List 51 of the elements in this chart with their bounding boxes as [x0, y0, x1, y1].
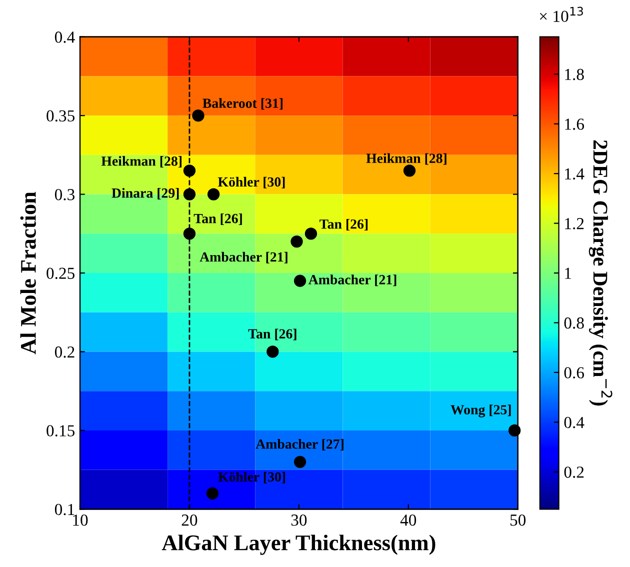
- x-tick-label: 20: [182, 514, 198, 526]
- annotation: Tan [26]: [248, 328, 296, 340]
- annotation: Ambacher [21]: [308, 274, 396, 286]
- point: [294, 274, 306, 287]
- annotation: Köhler [30]: [218, 176, 285, 188]
- color-bar-label: 1: [565, 268, 572, 279]
- point: [206, 487, 219, 500]
- point: [207, 188, 220, 200]
- point: [183, 188, 196, 200]
- point: [304, 228, 318, 240]
- point: [403, 164, 416, 177]
- x-axis-title: AlGaN Layer Thickness(nm): [162, 534, 436, 555]
- annotation: Heikman [28]: [101, 156, 182, 168]
- point: [290, 235, 303, 248]
- y-tick-label: 0.15: [46, 425, 74, 436]
- color-bar-label: 0.6: [564, 367, 584, 378]
- annotation: Ambacher [27]: [256, 438, 344, 450]
- point: [508, 424, 521, 437]
- color-bar-label: 1.8: [565, 68, 584, 80]
- y-tick-label: 0.4: [54, 32, 75, 43]
- color-bar-label: 0.8: [564, 317, 584, 329]
- annotation: Heikman [28]: [366, 153, 446, 165]
- point: [266, 346, 279, 358]
- annotation: Ambacher [21]: [200, 252, 288, 264]
- y-tick-label: 0.35: [46, 110, 74, 122]
- color-bar-title: 2DEG Charge Density (cm$^{−2}$): [588, 140, 612, 406]
- y-tick-label: 0.2: [54, 346, 74, 358]
- color-bar-label: 1.6: [565, 118, 584, 130]
- annotation: Tan [26]: [194, 213, 242, 225]
- x-tick-label: 40: [400, 514, 416, 526]
- x-tick-label: 10: [73, 514, 88, 526]
- annotation: Köhler [30]: [218, 472, 286, 484]
- point: [183, 164, 196, 177]
- color-bar-label: 0.4: [564, 416, 584, 428]
- annotation: Wong [25]: [450, 404, 511, 418]
- text: × 10$^{13}$: [540, 6, 583, 22]
- annotation: Bakeroot [31]: [202, 98, 283, 110]
- annotation: Dinara [29]: [112, 188, 179, 200]
- annotation: Tan [26]: [320, 219, 368, 231]
- x-tick-label: 50: [510, 514, 526, 526]
- point: [192, 110, 204, 122]
- point: [294, 456, 306, 468]
- y-tick-label: 0.25: [46, 268, 74, 280]
- y-tick-label: 0.3: [54, 188, 74, 200]
- x-tick-label: 30: [291, 514, 307, 526]
- y-tick-label: 0.1: [54, 504, 74, 516]
- color-bar-label: 1.2: [565, 218, 584, 230]
- color-bar-label: 1.4: [565, 168, 584, 180]
- point: [183, 228, 196, 240]
- y-axis-title: Al Mole Fraction: [20, 192, 36, 354]
- color-bar-label: 0.2: [564, 466, 584, 478]
